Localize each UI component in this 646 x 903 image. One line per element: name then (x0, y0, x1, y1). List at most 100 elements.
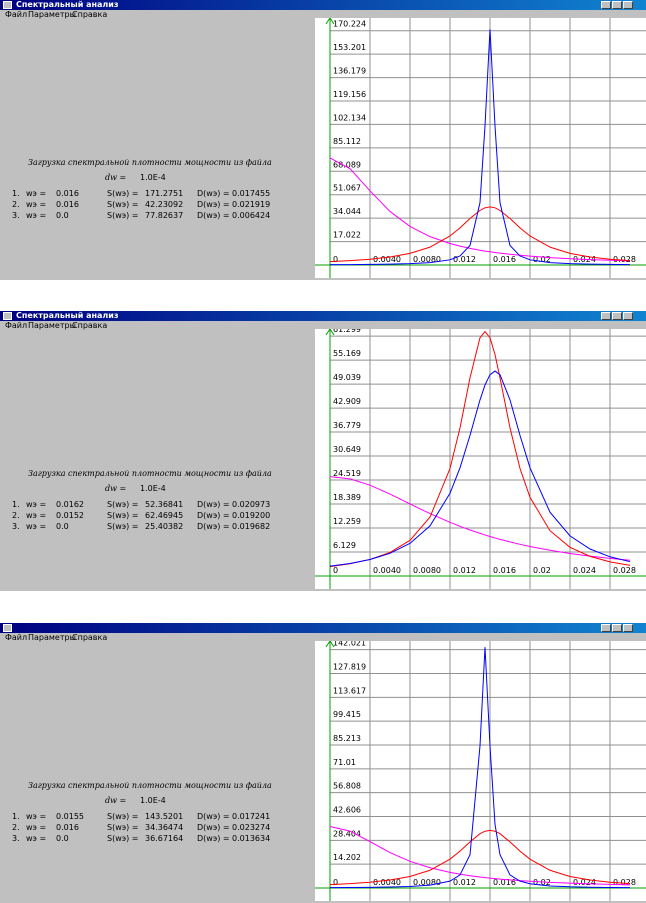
menu-item[interactable]: Файл (5, 321, 28, 330)
x-tick-label: 0.012 (453, 878, 476, 887)
result-d: 0.006424 (232, 211, 271, 220)
chart: 17.022 34.044 51.067 68.089 85.112 102.134 119… (315, 18, 646, 278)
result-index: 3. (12, 522, 20, 531)
result-d-label: D(wэ) = (197, 823, 230, 832)
result-w-label: wэ = (26, 511, 47, 520)
close-button[interactable] (623, 1, 633, 9)
menu-item[interactable]: Файл (5, 633, 28, 642)
series-line (329, 157, 631, 262)
y-axis-arrow (325, 641, 335, 648)
menu-item[interactable]: Параметры (28, 10, 76, 19)
y-tick-label: 127.819 (333, 663, 366, 672)
menu-item[interactable]: Файл (5, 10, 28, 19)
result-s: 62.46945 (145, 511, 184, 520)
menu-item[interactable]: Параметры (28, 633, 76, 642)
result-index: 2. (12, 511, 20, 520)
y-tick-label: 142.021 (333, 641, 366, 648)
x-tick-label: 0.012 (453, 566, 476, 575)
result-w: 0.0152 (56, 511, 84, 520)
series-line (329, 829, 631, 886)
y-tick-label: 68.089 (333, 160, 361, 169)
close-button[interactable] (623, 624, 633, 632)
x-tick-label: 0.02 (533, 255, 551, 264)
menu-item[interactable]: Справка (72, 633, 108, 642)
result-w-label: wэ = (26, 500, 47, 509)
x-tick-label: 0.0040 (373, 566, 401, 575)
x-tick-label: 0.028 (613, 878, 636, 887)
title-bar: Спектральный анализ (0, 0, 646, 10)
app-window: Спектральный анализ Файл Параметры Справка З… (0, 311, 646, 591)
minimize-button[interactable] (601, 1, 611, 9)
result-d: 0.023274 (232, 823, 271, 832)
close-button[interactable] (623, 312, 633, 320)
caption: Загрузка спектральной плотности мощности… (28, 781, 272, 790)
result-s-label: S(wэ) = (107, 522, 139, 531)
result-d-label: D(wэ) = (197, 834, 230, 843)
app-window: Файл Параметры Справка Загрузка спектрально… (0, 623, 646, 903)
y-tick-label: 42.606 (333, 806, 361, 815)
result-d-label: D(wэ) = (197, 211, 230, 220)
caption: Загрузка спектральной плотности мощности… (28, 469, 272, 478)
maximize-button[interactable] (612, 312, 622, 320)
x-tick-label: 0.024 (573, 566, 596, 575)
result-w: 0.016 (56, 189, 79, 198)
result-d-label: D(wэ) = (197, 500, 230, 509)
menu-item[interactable]: Справка (72, 10, 108, 19)
result-d-label: D(wэ) = (197, 522, 230, 531)
dw-label: dw = (105, 173, 127, 182)
series-line (329, 29, 631, 266)
x-tick-label: 0.02 (533, 878, 551, 887)
result-w-label: wэ = (26, 522, 47, 531)
result-s-label: S(wэ) = (107, 834, 139, 843)
x-tick-label: 0.016 (493, 878, 516, 887)
y-tick-label: 24.519 (333, 469, 361, 478)
result-s-label: S(wэ) = (107, 812, 139, 821)
result-w: 0.016 (56, 823, 79, 832)
result-w: 0.016 (56, 200, 79, 209)
result-d: 0.019682 (232, 522, 271, 531)
y-tick-label: 102.134 (333, 113, 366, 122)
x-tick-label: 0.02 (533, 566, 551, 575)
maximize-button[interactable] (612, 1, 622, 9)
dw-label: dw = (105, 484, 127, 493)
result-w-label: wэ = (26, 211, 47, 220)
x-tick-label: 0.016 (493, 255, 516, 264)
y-tick-label: 14.202 (333, 853, 361, 862)
y-tick-label: 61.299 (333, 329, 361, 334)
result-index: 1. (12, 189, 20, 198)
result-s-label: S(wэ) = (107, 500, 139, 509)
result-s: 143.5201 (145, 812, 184, 821)
result-index: 2. (12, 823, 20, 832)
result-w: 0.0162 (56, 500, 84, 509)
result-s-label: S(wэ) = (107, 823, 139, 832)
x-tick-label: 0.012 (453, 255, 476, 264)
series-line (329, 476, 631, 561)
menu-item[interactable]: Справка (72, 321, 108, 330)
result-w-label: wэ = (26, 200, 47, 209)
window-title: Спектральный анализ (16, 0, 119, 9)
app-window: Спектральный анализ Файл Параметры Справка З… (0, 0, 646, 280)
maximize-button[interactable] (612, 624, 622, 632)
result-w: 0.0155 (56, 812, 84, 821)
x-tick-label: 0.0040 (373, 878, 401, 887)
result-w-label: wэ = (26, 823, 47, 832)
minimize-button[interactable] (601, 624, 611, 632)
result-s: 77.82637 (145, 211, 184, 220)
result-d-label: D(wэ) = (197, 189, 230, 198)
y-tick-label: 12.259 (333, 517, 361, 526)
result-s: 25.40382 (145, 522, 184, 531)
series-line (329, 330, 631, 568)
menu-item[interactable]: Параметры (28, 321, 76, 330)
dw-label: dw = (105, 796, 127, 805)
dw-value: 1.0E-4 (140, 796, 166, 805)
result-index: 1. (12, 812, 20, 821)
y-tick-label: 51.067 (333, 184, 361, 193)
result-s: 34.36474 (145, 823, 184, 832)
dw-value: 1.0E-4 (140, 484, 166, 493)
x-tick-label: 0 (333, 255, 338, 264)
result-d-label: D(wэ) = (197, 511, 230, 520)
result-index: 3. (12, 834, 20, 843)
result-d-label: D(wэ) = (197, 200, 230, 209)
x-tick-label: 0.016 (493, 566, 516, 575)
minimize-button[interactable] (601, 312, 611, 320)
